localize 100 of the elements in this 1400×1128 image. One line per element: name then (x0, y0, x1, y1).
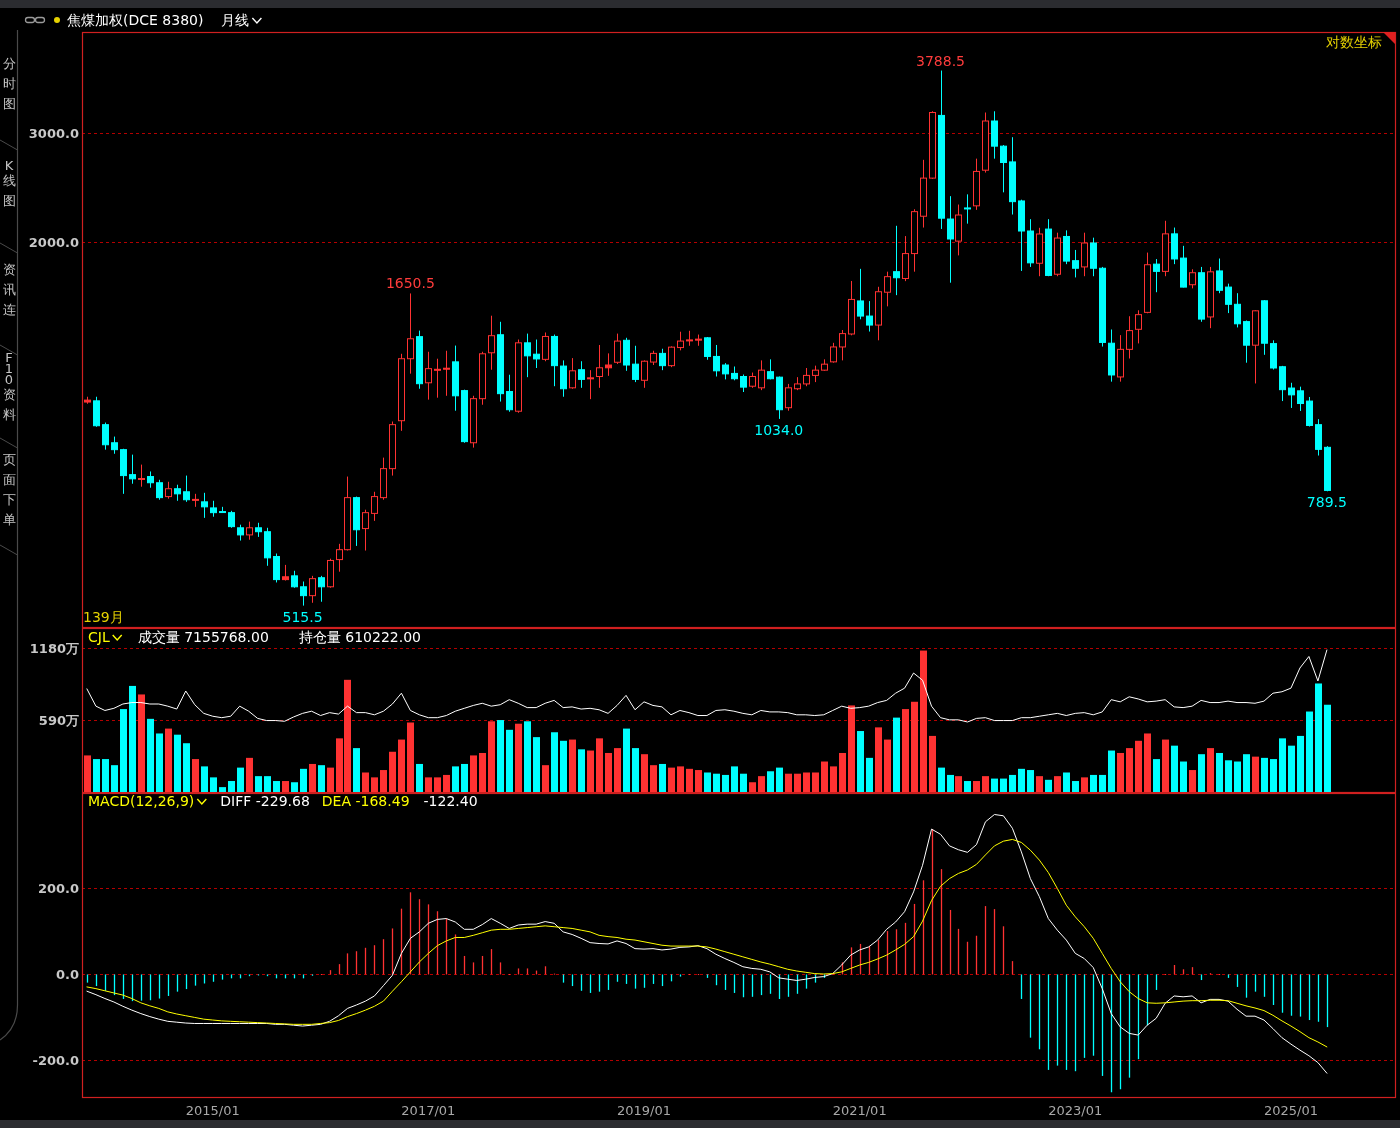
bar (1135, 740, 1142, 792)
bar (803, 772, 810, 792)
text: DIFF -229.68 (220, 793, 310, 809)
bar (327, 767, 334, 792)
chart-subtitle: 月线 (221, 12, 250, 28)
bar (982, 776, 989, 792)
bar (740, 773, 747, 792)
annotation: 515.5 (282, 608, 323, 625)
bar (1297, 735, 1304, 792)
bar (920, 650, 927, 792)
y-tick-label: 3000.0 (28, 126, 79, 141)
bar (246, 757, 253, 792)
text: 分时图 (2, 56, 16, 111)
bar (785, 773, 792, 792)
bar (911, 701, 918, 792)
bar (776, 767, 783, 792)
bar (362, 772, 369, 792)
bar (1261, 757, 1268, 792)
bar (255, 776, 262, 792)
bar (830, 766, 837, 792)
bar (183, 743, 190, 792)
bar (102, 759, 109, 792)
bar (1189, 770, 1196, 792)
bar (938, 767, 945, 792)
bar (407, 722, 414, 792)
bar (964, 781, 971, 792)
bar (210, 777, 217, 792)
annotation: -122.40 (423, 793, 478, 809)
annotation: 对数坐标 (1326, 34, 1382, 50)
bar (794, 773, 801, 792)
text: 资讯连 (2, 262, 16, 317)
bar (587, 750, 594, 792)
bar (695, 770, 702, 792)
bar (506, 729, 513, 792)
bar (380, 770, 387, 792)
bar (1162, 739, 1169, 792)
bar (749, 782, 756, 792)
bar (839, 752, 846, 792)
bar (488, 721, 495, 792)
bar (273, 781, 280, 792)
bar (1018, 768, 1025, 792)
bar (1270, 759, 1277, 792)
bar (713, 773, 720, 792)
bar (201, 766, 208, 792)
bar (1252, 756, 1259, 792)
bar (614, 748, 621, 792)
bar (1207, 748, 1214, 792)
bar (1045, 779, 1052, 792)
bar (605, 752, 612, 792)
bar (1036, 776, 1043, 792)
bar (237, 767, 244, 792)
bar (884, 739, 891, 792)
bar (1117, 752, 1124, 792)
bar (1054, 776, 1061, 792)
bar (1225, 760, 1232, 792)
bar (659, 763, 666, 792)
bar (1153, 759, 1160, 792)
bar (1009, 774, 1016, 792)
bar (1099, 774, 1106, 792)
bar (1198, 754, 1205, 792)
bar (1171, 745, 1178, 792)
bar (1090, 774, 1097, 792)
bar (704, 772, 711, 792)
y-tick-label: 2000.0 (28, 235, 79, 250)
bar (479, 752, 486, 792)
bar (515, 723, 522, 792)
bar (264, 776, 271, 792)
bar (138, 694, 145, 792)
bar (309, 763, 316, 792)
bar (533, 737, 540, 792)
bar (291, 782, 298, 792)
bar (560, 740, 567, 792)
chart-title: CJL (88, 629, 110, 645)
bar (389, 751, 396, 792)
bar (156, 733, 163, 792)
bar (1000, 778, 1007, 792)
bar (722, 774, 729, 792)
annotation: 789.5 (1306, 494, 1347, 511)
bar (147, 718, 154, 792)
bar (452, 766, 459, 792)
x-tick-label: 2019/01 (617, 1103, 672, 1118)
bar (300, 768, 307, 792)
bar (893, 717, 900, 792)
bar (461, 763, 468, 792)
bar (866, 757, 873, 792)
bar (947, 774, 954, 792)
annotation: 139月 (83, 609, 124, 625)
bar (686, 768, 693, 792)
bar (1234, 761, 1241, 792)
bar (1315, 683, 1322, 792)
bar (93, 759, 100, 792)
bar (1081, 777, 1088, 792)
bar (1324, 704, 1331, 792)
bar (129, 685, 136, 792)
y-tick-label: 590万 (38, 713, 79, 728)
bar (228, 781, 235, 792)
x-tick-label: 2015/01 (185, 1103, 240, 1118)
bar (192, 759, 199, 792)
text: F10资料 (2, 350, 16, 422)
bar (398, 739, 405, 792)
